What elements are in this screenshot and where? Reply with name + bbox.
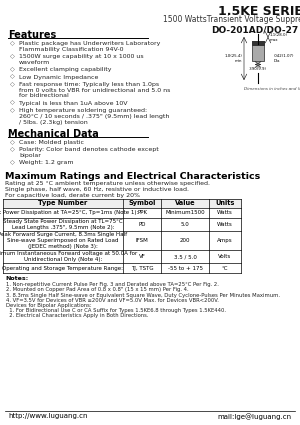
Text: Low Dynamic Impedance: Low Dynamic Impedance (19, 74, 98, 79)
Text: Case: Molded plastic: Case: Molded plastic (19, 140, 84, 145)
Text: Excellent clamping capability: Excellent clamping capability (19, 67, 112, 72)
Text: Maximum Ratings and Electrical Characteristics: Maximum Ratings and Electrical Character… (5, 172, 260, 181)
Text: Plastic package has Underwriters Laboratory
Flammability Classification 94V-0: Plastic package has Underwriters Laborat… (19, 41, 161, 52)
Text: 1. For Bidirectional Use C or CA Suffix for Types 1.5KE6.8 through Types 1.5KE44: 1. For Bidirectional Use C or CA Suffix … (6, 308, 226, 313)
Text: High temperature soldering guaranteed:
260°C / 10 seconds / .375" (9.5mm) lead l: High temperature soldering guaranteed: 2… (19, 108, 170, 125)
Text: 1500 WattsTransient Voltage Suppressor Diodes: 1500 WattsTransient Voltage Suppressor D… (163, 15, 300, 24)
Text: Maximum Instantaneous Forward voltage at 50.0A for
Unidirectional Only (Note 4):: Maximum Instantaneous Forward voltage at… (0, 251, 138, 262)
Text: 200: 200 (180, 238, 190, 243)
Text: ◇: ◇ (10, 74, 15, 79)
Text: Typical is less than 1uA above 10V: Typical is less than 1uA above 10V (19, 101, 128, 106)
Text: ◇: ◇ (10, 147, 15, 152)
Text: ◇: ◇ (10, 67, 15, 72)
Text: DO-201AD/DO-27: DO-201AD/DO-27 (212, 25, 298, 34)
Text: Symbol: Symbol (128, 200, 156, 206)
Text: ◇: ◇ (10, 41, 15, 46)
Text: 5.0: 5.0 (181, 221, 189, 227)
Text: ◇: ◇ (10, 108, 15, 113)
Text: -55 to + 175: -55 to + 175 (167, 266, 202, 271)
Bar (252, 40, 264, 60)
Text: Notes:: Notes: (5, 276, 28, 281)
Text: ◇: ◇ (10, 140, 15, 145)
Text: Operating and Storage Temperature Range:: Operating and Storage Temperature Range: (2, 266, 124, 271)
Text: 1.0(25.4)
min: 1.0(25.4) min (224, 54, 242, 63)
Text: 3.5 / 5.0: 3.5 / 5.0 (174, 254, 196, 259)
Text: Peak Forward Surge Current, 8.3ms Single Half
Sine-wave Superimposed on Rated Lo: Peak Forward Surge Current, 8.3ms Single… (0, 232, 128, 249)
Text: VF: VF (139, 254, 145, 259)
Text: For capacitive load, derate current by 20%: For capacitive load, derate current by 2… (5, 193, 140, 198)
Text: Amps: Amps (217, 238, 233, 243)
Text: ◇: ◇ (10, 101, 15, 106)
Text: 3. 8.3ms Single Half Sine-wave or Equivalent Square Wave, Duty Cyclone-Pulses Pe: 3. 8.3ms Single Half Sine-wave or Equiva… (6, 292, 280, 298)
Text: Steady State Power Dissipation at TL=75°C
Lead Lengths .375", 9.5mm (Note 2):: Steady State Power Dissipation at TL=75°… (3, 219, 123, 230)
Text: mail:lge@luguang.cn: mail:lge@luguang.cn (218, 413, 292, 420)
Text: Polarity: Color band denotes cathode except
bipolar: Polarity: Color band denotes cathode exc… (19, 147, 159, 158)
Text: IFSM: IFSM (136, 238, 148, 243)
Text: 1. Non-repetitive Current Pulse Per Fig. 3 and Derated above TA=25°C Per Fig. 2.: 1. Non-repetitive Current Pulse Per Fig.… (6, 282, 219, 287)
Text: °C: °C (222, 266, 228, 271)
Text: Watts: Watts (217, 210, 233, 215)
Text: Fast response time: Typically less than 1.0ps
from 0 volts to VBR for unidirecti: Fast response time: Typically less than … (19, 82, 170, 99)
Text: Features: Features (8, 30, 56, 40)
Text: 2. Mounted on Copper Pad Area of 0.8 x 0.8" (15 x 15 mm) Per Fig. 4.: 2. Mounted on Copper Pad Area of 0.8 x 0… (6, 287, 189, 292)
Text: Rating at 25 °C ambient temperature unless otherwise specified.: Rating at 25 °C ambient temperature unle… (5, 181, 210, 186)
Text: 2. Electrical Characteristics Apply in Both Directions.: 2. Electrical Characteristics Apply in B… (6, 313, 148, 318)
Text: Devices for Bipolar Applications:: Devices for Bipolar Applications: (6, 303, 91, 308)
Text: Units: Units (215, 200, 235, 206)
Text: Watts: Watts (217, 221, 233, 227)
Text: ◇: ◇ (10, 82, 15, 87)
Text: Mechanical Data: Mechanical Data (8, 129, 99, 139)
Text: PD: PD (138, 221, 146, 227)
Text: Weight: 1.2 gram: Weight: 1.2 gram (19, 160, 74, 165)
Text: Minimum1500: Minimum1500 (165, 210, 205, 215)
Text: Value: Value (175, 200, 195, 206)
Text: Peak Power Dissipation at TA=25°C, Tp=1ms (Note 1):: Peak Power Dissipation at TA=25°C, Tp=1m… (0, 210, 138, 215)
Text: PPK: PPK (137, 210, 147, 215)
Bar (252, 40, 264, 45)
Text: ◇: ◇ (10, 160, 15, 165)
Text: Dimensions in inches and (millimeters): Dimensions in inches and (millimeters) (244, 87, 300, 91)
Text: 1500W surge capability at 10 x 1000 us
waveform: 1500W surge capability at 10 x 1000 us w… (19, 54, 144, 65)
Text: .042(1.07)
Dia: .042(1.07) Dia (274, 54, 295, 63)
Text: Volts: Volts (218, 254, 232, 259)
Text: Single phase, half wave, 60 Hz, resistive or inductive load.: Single phase, half wave, 60 Hz, resistiv… (5, 187, 189, 192)
Text: 1.1(28.0)
max: 1.1(28.0) max (270, 33, 288, 42)
Text: Type Number: Type Number (38, 200, 88, 206)
Bar (3, 198, 241, 207)
Text: ◇: ◇ (10, 54, 15, 59)
Text: http://www.luguang.cn: http://www.luguang.cn (8, 413, 88, 419)
Text: 4. VF=3.5V for Devices of VBR ≥200V and VF=5.0V Max. for Devices VBR<200V.: 4. VF=3.5V for Devices of VBR ≥200V and … (6, 298, 219, 303)
Text: 1.5KE SERIES: 1.5KE SERIES (218, 5, 300, 18)
Text: .390(9.9): .390(9.9) (249, 66, 267, 71)
Text: TJ, TSTG: TJ, TSTG (131, 266, 153, 271)
